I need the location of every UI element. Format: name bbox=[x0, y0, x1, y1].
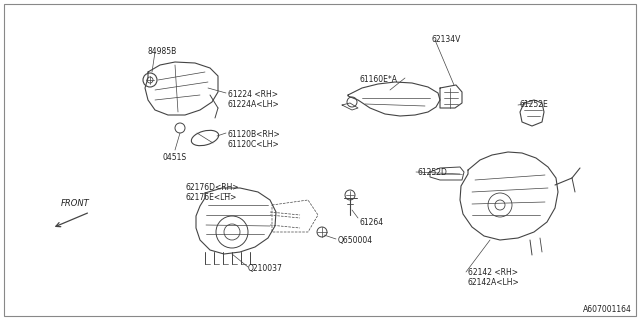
Text: 61120B<RH>: 61120B<RH> bbox=[228, 130, 281, 139]
Text: 61224 <RH>: 61224 <RH> bbox=[228, 90, 278, 99]
Text: 62142 <RH>: 62142 <RH> bbox=[468, 268, 518, 277]
Text: FRONT: FRONT bbox=[61, 199, 90, 208]
Text: 61252E: 61252E bbox=[520, 100, 548, 109]
Text: 62176E<LH>: 62176E<LH> bbox=[185, 193, 236, 202]
Text: 62176D<RH>: 62176D<RH> bbox=[185, 183, 239, 192]
Text: Q650004: Q650004 bbox=[338, 236, 373, 245]
Text: 0451S: 0451S bbox=[163, 153, 187, 162]
Text: 62134V: 62134V bbox=[432, 35, 461, 44]
Text: 84985B: 84985B bbox=[148, 47, 177, 56]
Text: 61120C<LH>: 61120C<LH> bbox=[228, 140, 280, 149]
Text: 61252D: 61252D bbox=[418, 168, 448, 177]
Text: A607001164: A607001164 bbox=[583, 305, 632, 314]
Text: 61264: 61264 bbox=[360, 218, 384, 227]
Text: Q210037: Q210037 bbox=[248, 264, 283, 273]
Text: 62142A<LH>: 62142A<LH> bbox=[468, 278, 520, 287]
Text: 61224A<LH>: 61224A<LH> bbox=[228, 100, 280, 109]
Text: 61160E*A: 61160E*A bbox=[360, 75, 398, 84]
